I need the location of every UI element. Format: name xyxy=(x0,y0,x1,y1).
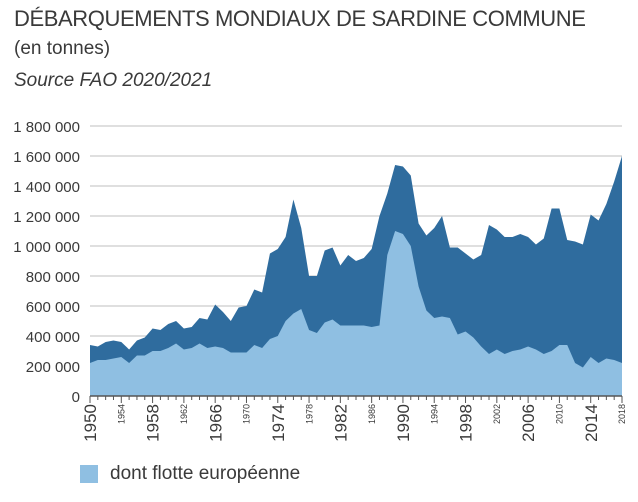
x-tick-label-major: 2006 xyxy=(519,404,538,442)
y-tick-label: 1 000 000 xyxy=(13,239,80,256)
y-tick-label: 600 000 xyxy=(26,299,80,316)
chart-area: 1 800 000 1 600 000 1 400 000 1 200 000 1 00… xyxy=(13,119,627,442)
x-tick-label-major: 1982 xyxy=(331,404,350,442)
y-tick-label: 800 000 xyxy=(26,269,80,286)
x-tick-label-minor: 2010 xyxy=(555,404,565,424)
legend-swatch-european xyxy=(80,465,98,483)
x-tick-label-minor: 1962 xyxy=(179,404,189,424)
area-total-landings xyxy=(90,156,622,396)
chart-source: Source FAO 2020/2021 xyxy=(14,70,213,91)
x-tick-label-minor: 1994 xyxy=(429,404,439,424)
x-tick-label-major: 2014 xyxy=(582,404,601,442)
y-tick-label: 1 800 000 xyxy=(13,119,80,136)
y-tick-label: 1 200 000 xyxy=(13,209,80,226)
x-tick-label-major: 1966 xyxy=(206,404,225,442)
x-tick-label-minor: 1954 xyxy=(117,404,127,424)
y-tick-label: 200 000 xyxy=(26,359,80,376)
x-tick-label-minor: 2002 xyxy=(492,404,502,424)
legend: dont flotte européenne xyxy=(80,463,300,485)
chart-subtitle: (en tonnes) xyxy=(14,38,111,59)
x-tick-label-major: 1958 xyxy=(144,404,163,442)
y-tick-label: 400 000 xyxy=(26,329,80,346)
x-tick-label-major: 1950 xyxy=(81,404,100,442)
area-european-fleet xyxy=(90,231,622,396)
x-tick-label-minor: 1986 xyxy=(367,404,377,424)
y-tick-label: 1 400 000 xyxy=(13,179,80,196)
y-tick-label: 0 xyxy=(72,389,80,406)
chart-title: DÉBARQUEMENTS MONDIAUX DE SARDINE COMMUN… xyxy=(14,6,586,31)
x-tick-label-major: 1998 xyxy=(457,404,476,442)
x-tick-label-major: 1974 xyxy=(269,404,288,442)
x-tick-label-major: 1990 xyxy=(394,404,413,442)
x-tick-label-minor: 1978 xyxy=(304,404,314,424)
x-tick-label-minor: 1970 xyxy=(242,404,252,424)
y-tick-label: 1 600 000 xyxy=(13,149,80,166)
legend-label-european: dont flotte européenne xyxy=(110,463,301,484)
x-tick-label-minor: 2018 xyxy=(617,404,627,424)
